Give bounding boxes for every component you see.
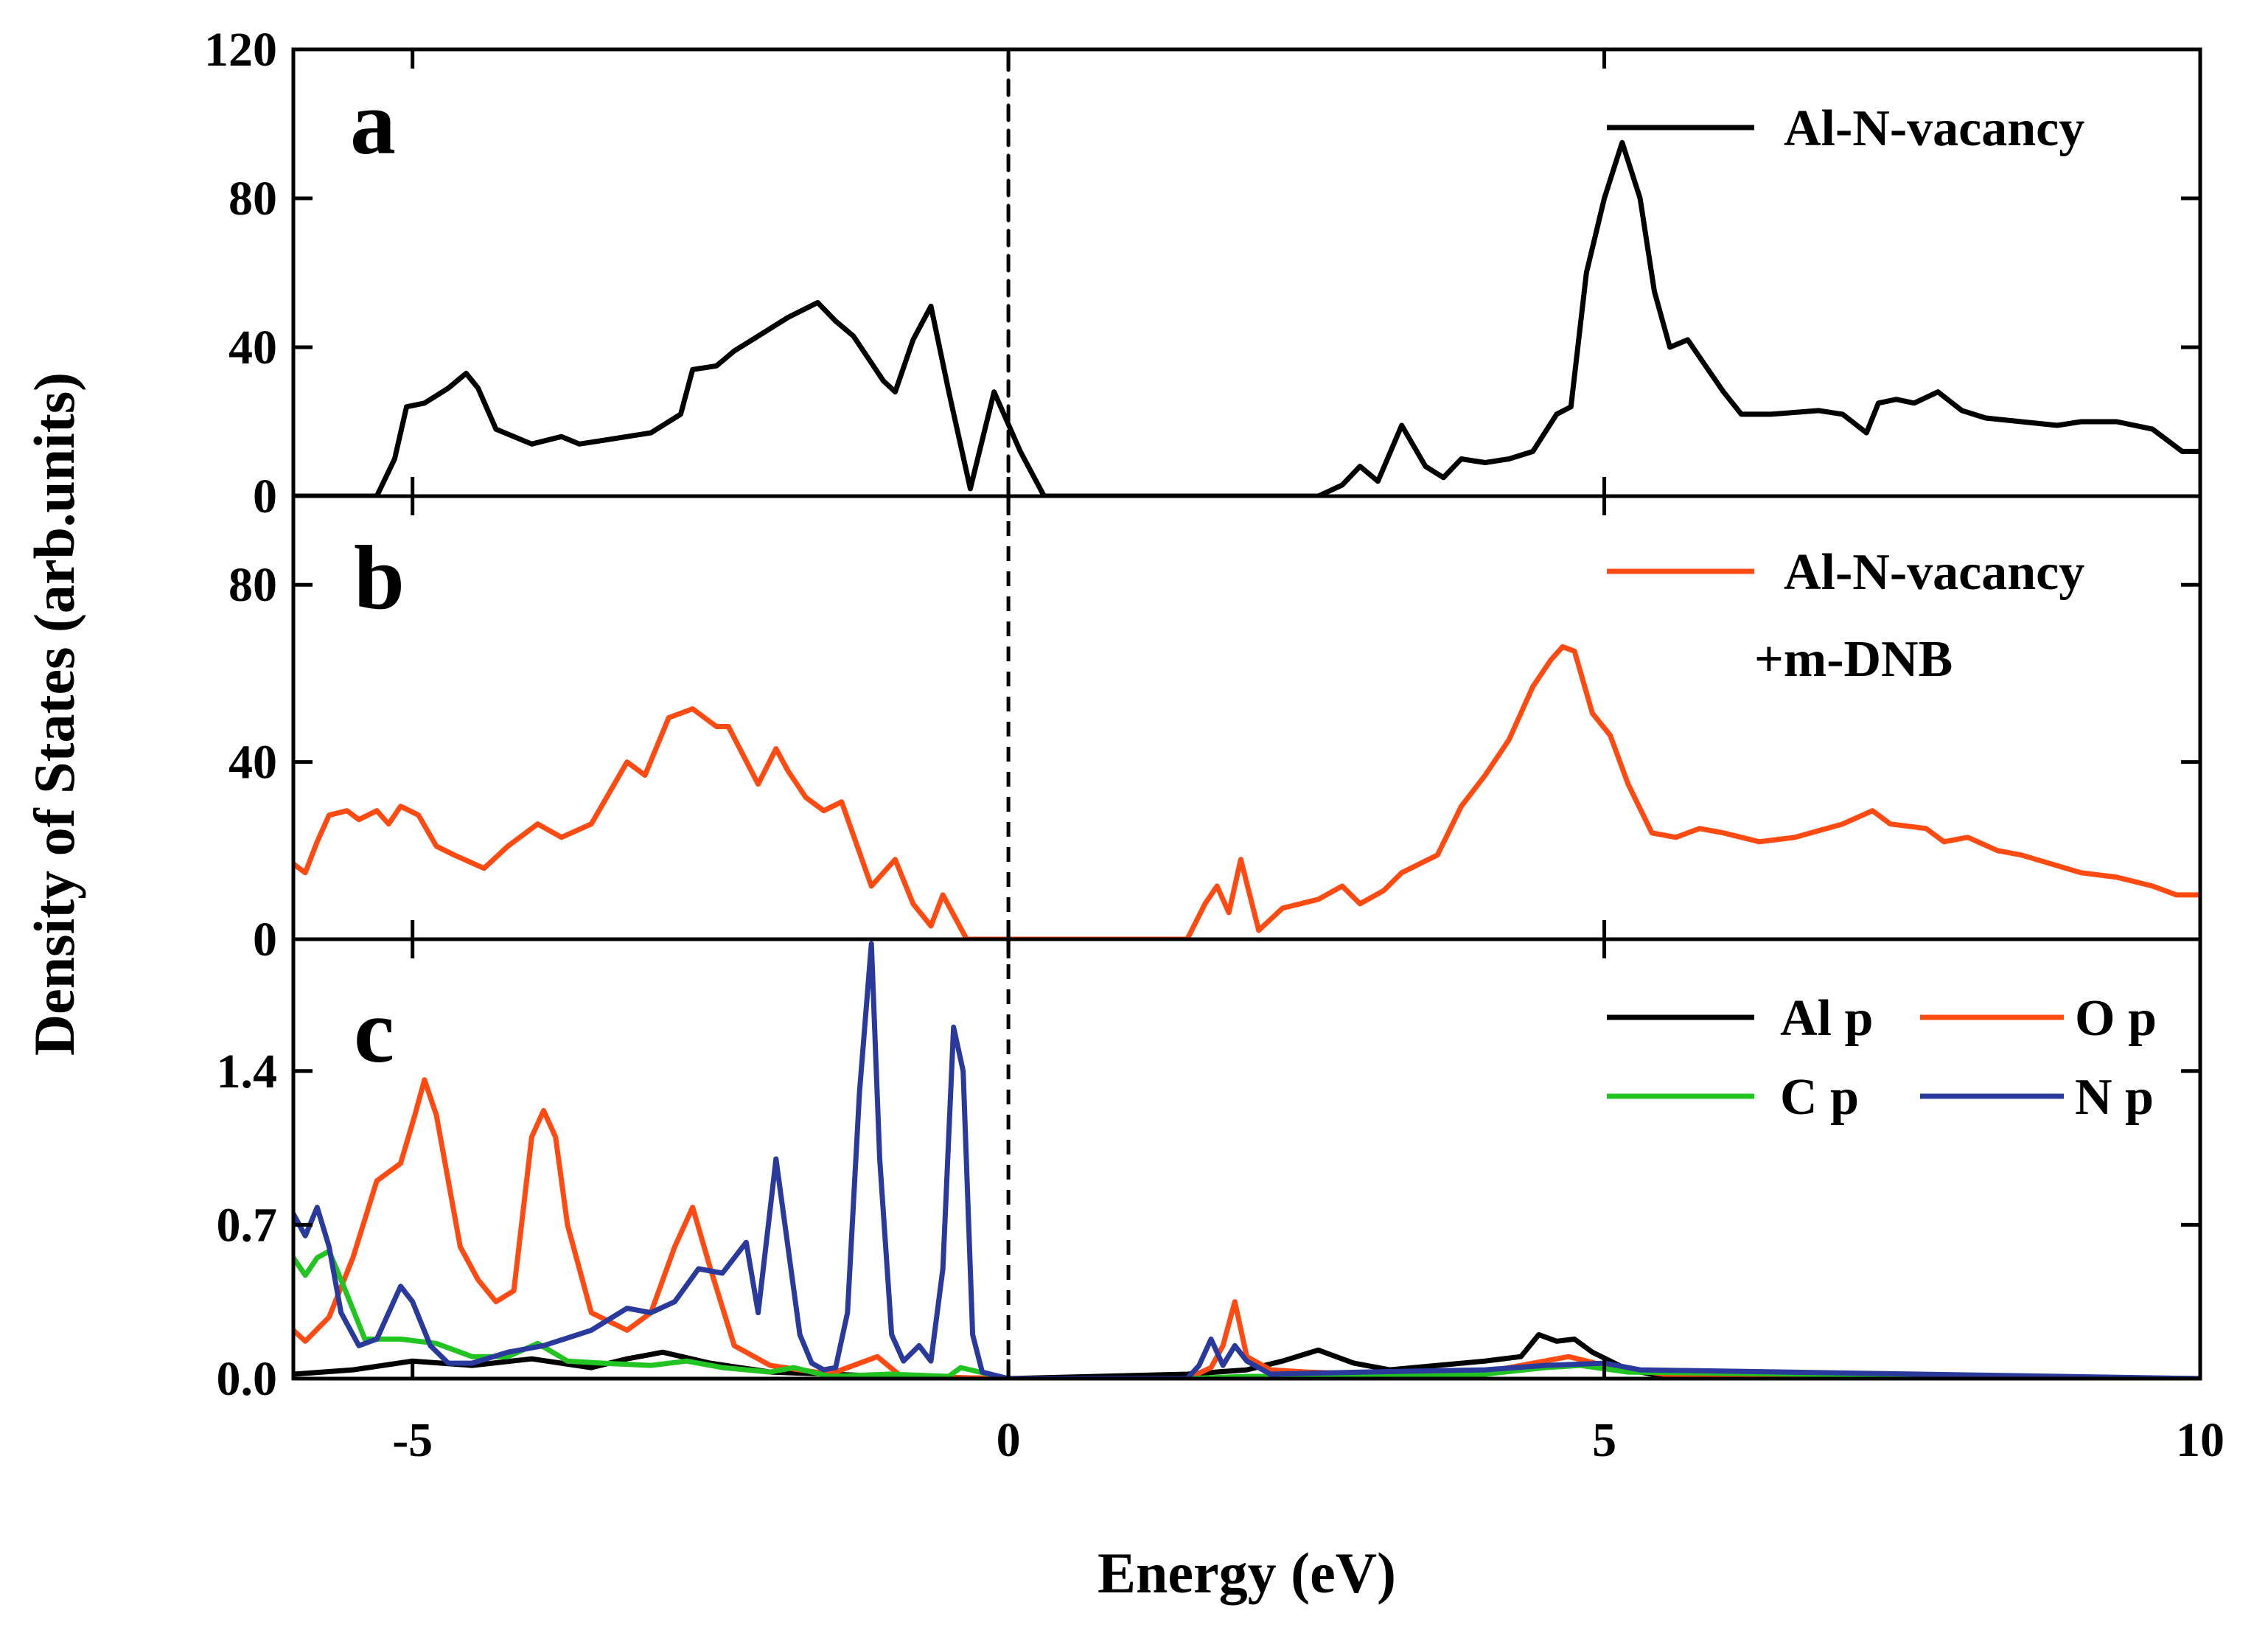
y-tick-label: 0: [253, 470, 277, 523]
y-tick-label: 1.4: [217, 1045, 278, 1098]
y-tick-label: 80: [228, 558, 277, 612]
panel-label-b: b: [354, 527, 405, 628]
series-line-al-n-vacancy: [293, 139, 2200, 496]
panel-c: 0.0 0.7 1.4 c Al p O p C p N p: [217, 937, 2202, 1406]
legend-entry: +m-DNB: [1754, 631, 1953, 688]
panel-label-a: a: [350, 72, 396, 173]
x-tick-label: 10: [2176, 1413, 2225, 1467]
y-tick-label: 80: [228, 172, 277, 226]
y-tick-label: 120: [204, 23, 277, 77]
series-line-al-n-vacancy-m-dnb: [293, 644, 2200, 939]
y-tick-label: 0.7: [217, 1198, 278, 1252]
x-tick-label: 0: [997, 1413, 1021, 1467]
legend-entry: Al p: [1780, 990, 1873, 1047]
x-axis-title: Energy (eV): [1098, 1541, 1396, 1605]
series-line-n-p: [293, 941, 2200, 1379]
legend-entry: Al-N-vacancy: [1784, 544, 2084, 601]
series-line-c-p: [293, 1248, 2200, 1379]
legend-entry: N p: [2075, 1069, 2154, 1126]
y-tick-label: 0.0: [217, 1352, 278, 1406]
panel-label-c: c: [354, 981, 394, 1082]
legend-entry: O p: [2075, 990, 2157, 1047]
labels-layer: Energy (eV) Density of States (arb.units…: [22, 372, 1396, 1605]
panel-frame: [291, 937, 2202, 1381]
y-tick-label: 40: [228, 321, 277, 375]
panel-a: 0 40 80 120 a Al-N-vacancy: [204, 23, 2202, 523]
y-axis-title: Density of States (arb.units): [22, 372, 86, 1056]
y-tick-label: 40: [228, 736, 277, 790]
y-tick-label: 0: [253, 913, 277, 966]
legend-entry: Al-N-vacancy: [1784, 100, 2084, 157]
x-tick-label: 5: [1592, 1413, 1616, 1467]
panel-b: 0 40 80 b Al-N-vacancy +m-DNB: [228, 494, 2202, 966]
panels-layer: 0 40 80 120 a Al-N-vacancy 0 40 80 b Al-N-vacancy +…: [204, 23, 2225, 1467]
legend-entry: C p: [1780, 1069, 1859, 1126]
x-tick-label: -5: [392, 1413, 433, 1467]
